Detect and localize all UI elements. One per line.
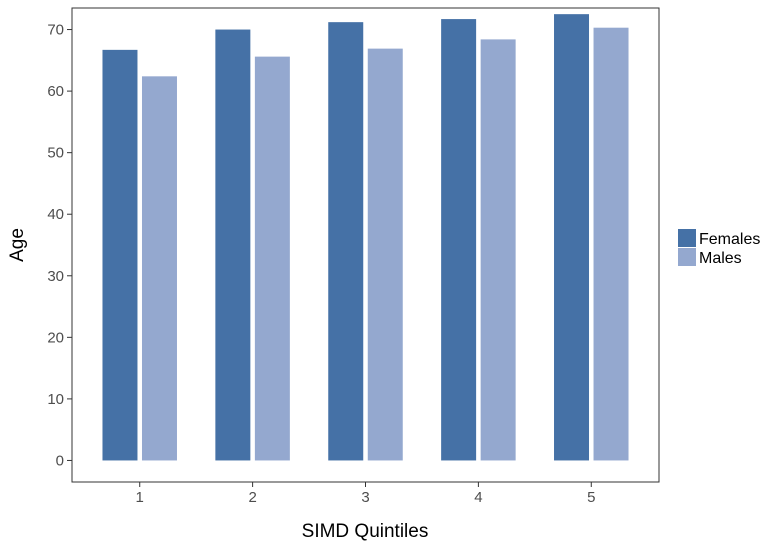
legend: Females Males (678, 229, 760, 267)
x-axis: 1 2 3 4 5 (136, 482, 595, 506)
legend-label-females: Females (699, 231, 760, 248)
bar-females-2 (215, 29, 251, 461)
x-tick-label: 5 (587, 489, 595, 506)
bar-males-5 (593, 27, 629, 461)
y-tick-label: 60 (47, 83, 64, 100)
y-tick-label: 50 (47, 145, 64, 162)
bar-males-4 (480, 39, 516, 461)
bar-females-4 (441, 19, 477, 461)
bar-females-1 (102, 49, 138, 461)
legend-key-females (678, 229, 696, 247)
bars (102, 14, 629, 461)
y-tick-label: 0 (56, 452, 64, 469)
x-tick-label: 2 (248, 489, 256, 506)
y-tick-label: 70 (47, 22, 64, 39)
y-tick-label: 30 (47, 268, 64, 285)
bar-females-5 (554, 14, 590, 461)
y-tick-label: 10 (47, 391, 64, 408)
y-tick-label: 20 (47, 329, 64, 346)
y-axis-title: Age (7, 228, 28, 262)
bar-males-1 (141, 76, 177, 461)
bar-males-2 (254, 56, 290, 461)
x-tick-label: 3 (361, 489, 369, 506)
legend-key-males (678, 248, 696, 266)
bar-males-3 (367, 48, 403, 461)
y-axis: 0 10 20 30 40 50 60 70 (47, 22, 72, 469)
x-tick-label: 4 (474, 489, 482, 506)
legend-label-males: Males (699, 250, 742, 267)
y-tick-label: 40 (47, 206, 64, 223)
x-tick-label: 1 (136, 489, 144, 506)
bar-females-3 (328, 22, 364, 461)
x-axis-title: SIMD Quintiles (302, 521, 429, 542)
